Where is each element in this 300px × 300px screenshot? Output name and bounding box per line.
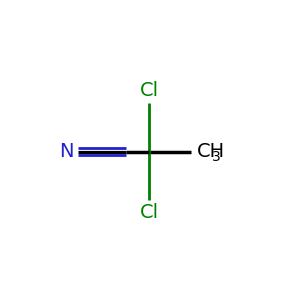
Text: CH: CH — [197, 142, 225, 161]
Text: N: N — [59, 142, 74, 161]
Text: Cl: Cl — [140, 203, 159, 223]
Text: Cl: Cl — [140, 80, 159, 100]
Text: 3: 3 — [212, 150, 220, 164]
